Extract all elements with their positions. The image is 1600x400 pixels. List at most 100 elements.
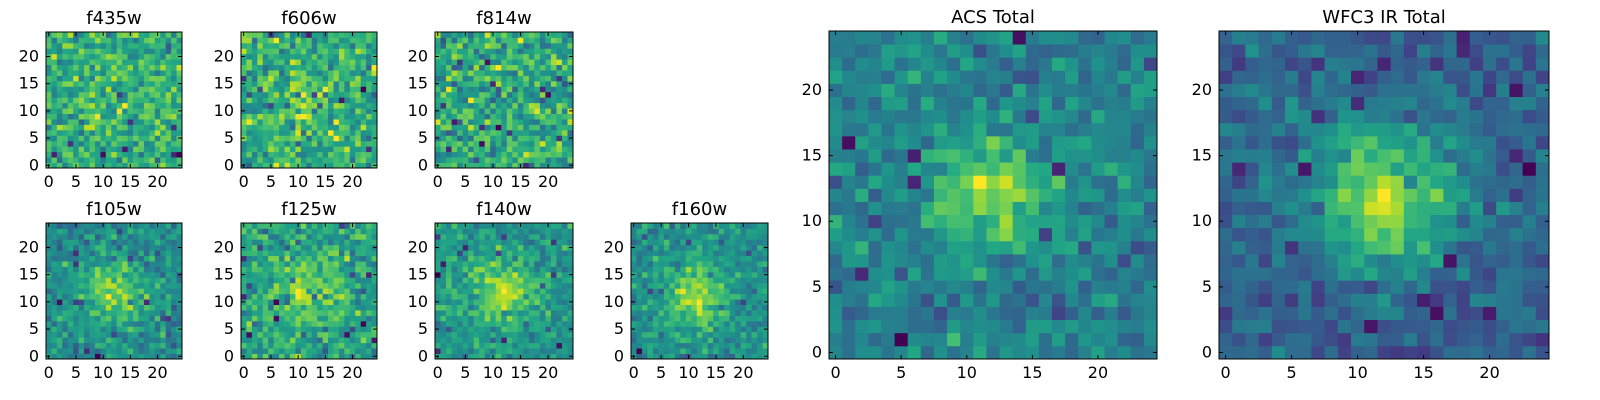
heatmap-cell	[176, 277, 183, 284]
heatmap-cell	[46, 233, 52, 240]
heatmap-cell	[241, 75, 247, 82]
heatmap-cell	[669, 233, 676, 240]
heatmap-cell	[67, 129, 74, 136]
heatmap-cell	[680, 348, 687, 354]
heatmap-cell	[67, 42, 74, 49]
heatmap-cell	[973, 306, 987, 321]
heatmap-cell	[506, 91, 513, 98]
heatmap-cell	[127, 146, 134, 153]
heatmap-cell	[669, 320, 676, 327]
heatmap-cell	[328, 37, 334, 44]
heatmap-cell	[349, 48, 356, 55]
heatmap-cell	[539, 59, 546, 66]
heatmap-cell	[680, 250, 687, 257]
heatmap-cell	[317, 108, 323, 114]
heatmap-cell	[740, 331, 747, 338]
heatmap-cell	[89, 288, 96, 295]
heatmap-cell	[907, 280, 922, 294]
heatmap-cell	[517, 48, 524, 55]
heatmap-cell	[523, 70, 530, 76]
heatmap-cell	[73, 337, 80, 344]
heatmap-cell	[251, 140, 258, 147]
heatmap-cell	[344, 140, 351, 147]
heatmap-cell	[685, 244, 692, 251]
heatmap-cell	[506, 244, 513, 251]
heatmap-cell	[322, 266, 329, 273]
heatmap-cell	[920, 267, 935, 281]
heatmap-cell	[512, 91, 519, 98]
heatmap-cell	[51, 223, 58, 229]
heatmap-cell	[468, 353, 475, 360]
heatmap-cell	[51, 64, 58, 71]
heatmap-cell	[338, 140, 345, 147]
heatmap-cell	[534, 32, 541, 38]
heatmap-cell	[284, 119, 291, 125]
heatmap-cell	[138, 64, 145, 71]
heatmap-cell	[279, 271, 285, 278]
heatmap-cell	[435, 239, 441, 246]
heatmap-cell	[300, 42, 307, 49]
heatmap-cell	[473, 326, 480, 333]
heatmap-cell	[344, 108, 351, 114]
heatmap-cell	[355, 277, 362, 284]
heatmap-cell	[1117, 162, 1132, 176]
heatmap-cell	[149, 129, 156, 136]
heatmap-cell	[241, 157, 247, 163]
y-tick-label: 0	[418, 346, 428, 365]
heatmap-cell	[757, 271, 763, 278]
heatmap-cell	[1104, 227, 1119, 242]
heatmap-cell	[295, 271, 302, 278]
heatmap-cell	[154, 48, 161, 55]
heatmap-cell	[349, 151, 356, 158]
heatmap-cell	[306, 48, 313, 55]
heatmap-cell	[674, 310, 681, 316]
heatmap-cell	[501, 255, 508, 262]
heatmap-cell	[479, 108, 486, 114]
heatmap-cell	[122, 64, 128, 71]
heatmap-cell	[284, 42, 291, 49]
heatmap-cell	[685, 233, 692, 240]
heatmap-cell	[176, 91, 183, 98]
heatmap-cell	[84, 113, 90, 120]
heatmap-cell	[322, 304, 329, 311]
heatmap-cell	[740, 277, 747, 284]
heatmap-cell	[355, 266, 362, 273]
heatmap-cell	[295, 59, 302, 66]
heatmap-cell	[462, 129, 469, 136]
heatmap-cell	[328, 277, 334, 284]
heatmap-cell	[344, 271, 351, 278]
heatmap-cell	[457, 299, 463, 305]
heatmap-cell	[78, 293, 85, 300]
heatmap-cell	[268, 288, 275, 295]
heatmap-cell	[111, 32, 118, 38]
heatmap-cell	[251, 135, 258, 142]
y-tick-label: 5	[614, 319, 624, 338]
heatmap-cell	[289, 124, 296, 131]
heatmap-cell	[273, 119, 280, 125]
heatmap-cell	[462, 293, 469, 300]
heatmap-cell	[176, 64, 183, 71]
heatmap-cell	[534, 42, 541, 49]
heatmap-cell	[490, 282, 497, 289]
heatmap-cell	[1104, 201, 1119, 216]
heatmap-cell	[473, 91, 480, 98]
heatmap-cell	[289, 53, 296, 60]
heatmap-cell	[154, 244, 161, 251]
heatmap-cell	[268, 113, 275, 120]
heatmap-cell	[328, 223, 334, 229]
heatmap-cell	[1038, 332, 1053, 347]
heatmap-cell	[490, 315, 497, 322]
heatmap-cell	[691, 277, 698, 284]
heatmap-cell	[724, 304, 731, 311]
heatmap-cell	[446, 124, 452, 131]
heatmap-cell	[84, 331, 90, 338]
heatmap-cell	[881, 149, 895, 163]
heatmap-cell	[105, 320, 112, 327]
heatmap-cell	[473, 140, 480, 147]
heatmap-cell	[322, 108, 329, 114]
heatmap-cell	[523, 53, 530, 60]
heatmap-cell	[317, 53, 323, 60]
heatmap-cell	[539, 261, 546, 267]
heatmap-cell	[479, 315, 486, 322]
